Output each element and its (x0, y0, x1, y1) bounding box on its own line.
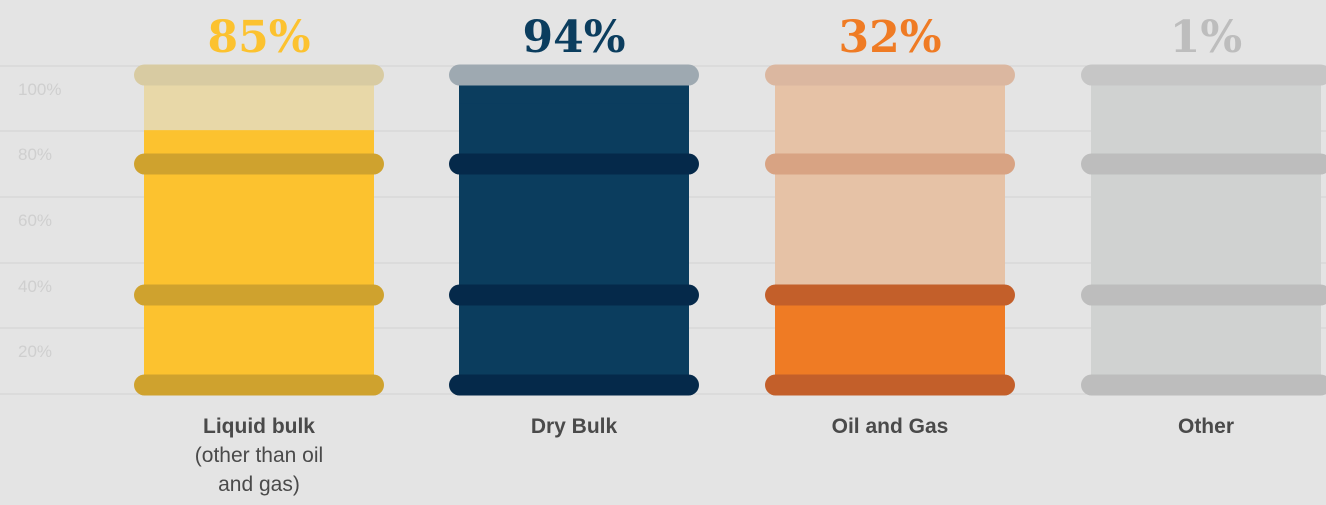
category-label: Liquid bulk (203, 415, 315, 438)
bar (459, 103, 689, 386)
barrel-4 (1081, 64, 1326, 396)
barrels (134, 64, 1326, 396)
barrel-ring (1081, 284, 1326, 306)
bar (775, 289, 1005, 386)
barrel-ring (134, 284, 384, 306)
barrel-ring (765, 64, 1015, 86)
y-tick-label: 20% (18, 342, 52, 361)
y-tick-label: 60% (18, 211, 52, 230)
barrel-ring (449, 153, 699, 175)
data-label: 32% (838, 12, 941, 63)
data-label: 85% (207, 12, 310, 63)
category-label: Dry Bulk (531, 415, 618, 438)
y-tick-label: 100% (18, 80, 61, 99)
barrel-2 (449, 64, 699, 396)
y-tick-label: 80% (18, 145, 52, 164)
barrel-ring (134, 374, 384, 396)
labels: 85% Liquid bulk (other than oil and gas) 94%… (195, 12, 1242, 496)
y-axis-ticks: 100% 80% 60% 40% 20% (18, 80, 61, 361)
barrel-empty-body (1091, 85, 1321, 386)
data-label: 1% (1170, 12, 1242, 63)
barrel-1 (134, 64, 384, 396)
barrel-ring (765, 153, 1015, 175)
barrel-ring (1081, 64, 1326, 86)
barrel-ring (449, 64, 699, 86)
category-label: (other than oil (195, 444, 323, 467)
data-label: 94% (522, 12, 625, 63)
category-label: Oil and Gas (832, 415, 949, 438)
barrel-ring (449, 284, 699, 306)
barrel-ring (765, 374, 1015, 396)
barrel-ring (1081, 374, 1326, 396)
barrel-ring (765, 284, 1015, 306)
barrel-ring (134, 153, 384, 175)
y-tick-label: 40% (18, 277, 52, 296)
category-label: Other (1178, 415, 1234, 438)
category-label: and gas) (218, 473, 300, 496)
barrel-ring (1081, 153, 1326, 175)
barrel-ring (449, 374, 699, 396)
barrel-ring (134, 64, 384, 86)
barrel-3 (765, 64, 1015, 396)
